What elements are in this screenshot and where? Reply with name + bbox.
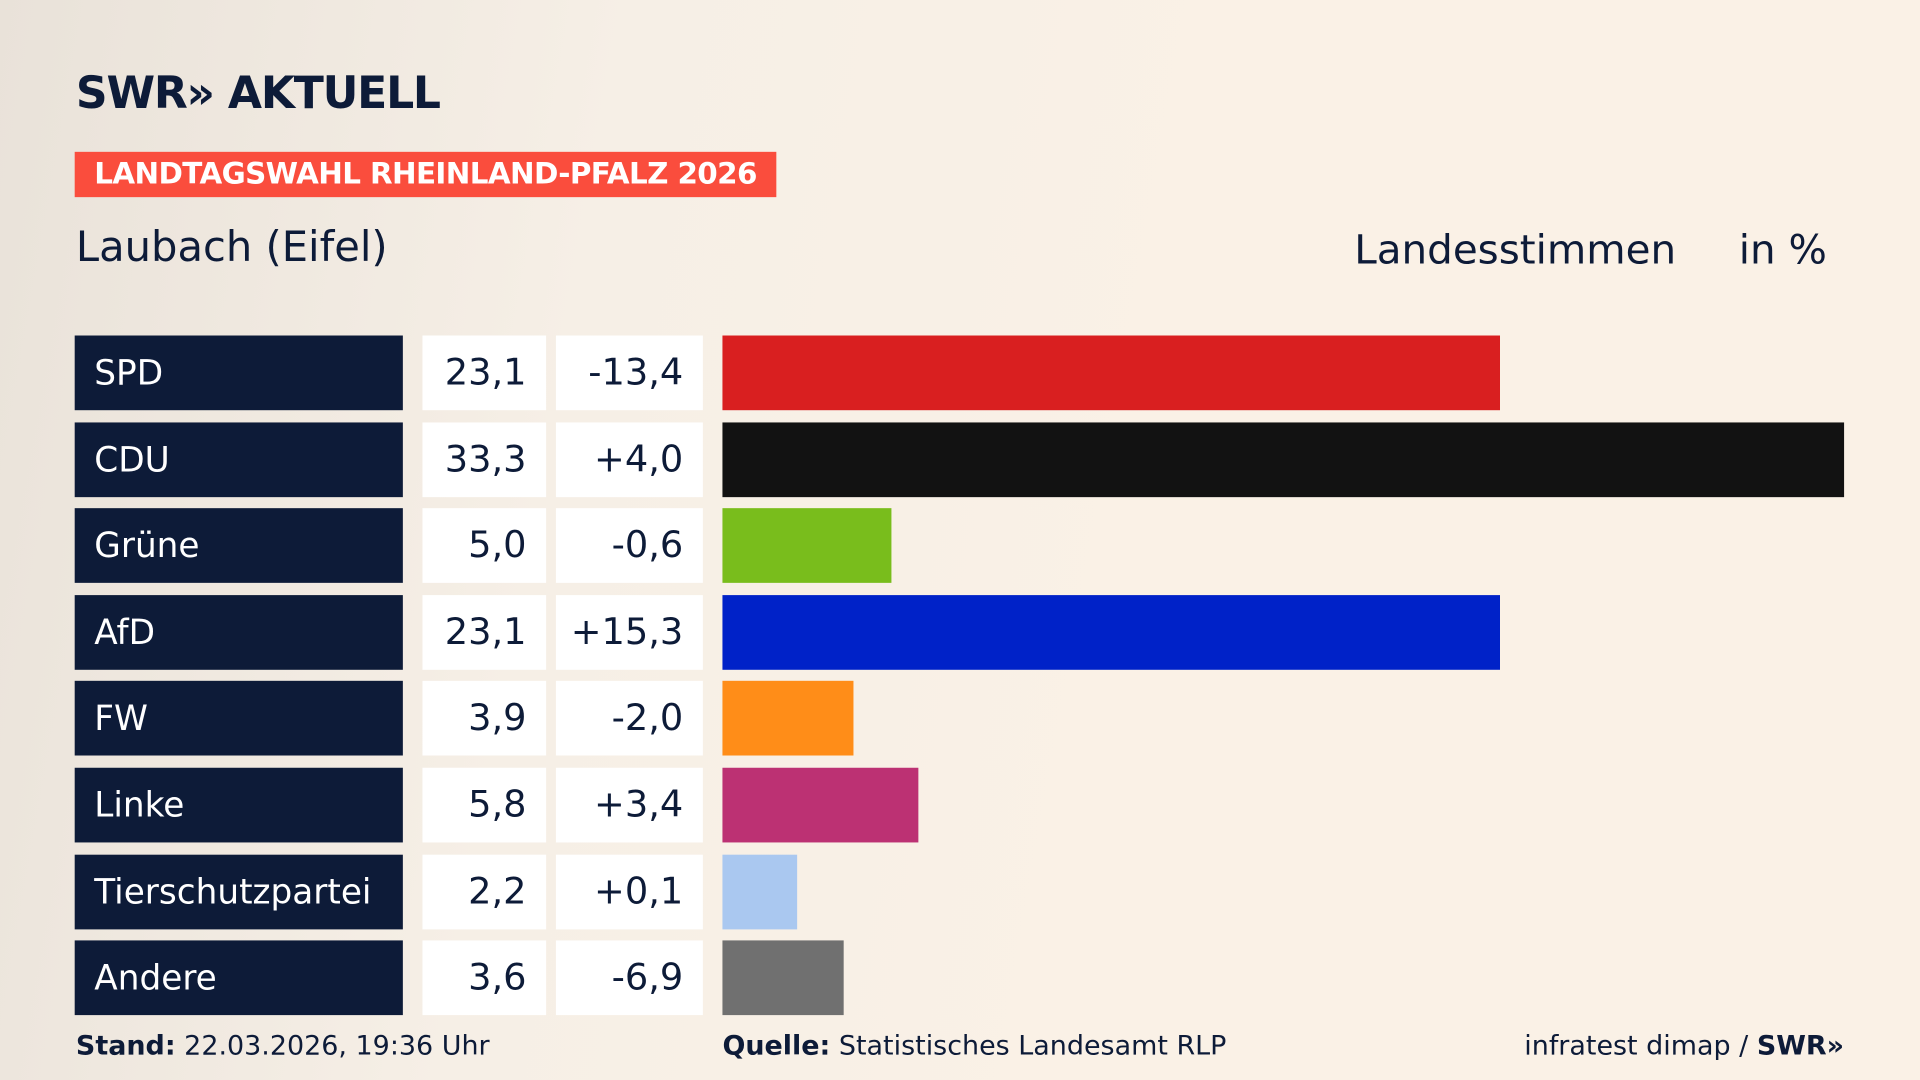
source-value: Statistisches Landesamt RLP	[830, 1031, 1227, 1062]
change-label: +15,3	[555, 594, 703, 670]
election-tag: LANDTAGSWAHL RHEINLAND-PFALZ 2026	[74, 151, 777, 198]
party-label: Andere	[74, 940, 403, 1016]
change-label: +0,1	[555, 854, 703, 929]
party-label: Tierschutzpartei	[74, 854, 403, 929]
bar	[722, 594, 1501, 670]
change-label: -6,9	[555, 940, 703, 1016]
change-label: +3,4	[555, 767, 703, 843]
value-label: 23,1	[422, 335, 547, 411]
party-label: Grüne	[74, 508, 403, 584]
bar	[722, 767, 918, 843]
bar	[722, 854, 797, 929]
stand: Stand: 22.03.2026, 19:36 Uhr	[76, 1031, 490, 1062]
value-label: 2,2	[422, 854, 547, 929]
stand-label: Stand:	[75, 1031, 176, 1062]
value-label: 3,6	[422, 940, 547, 1016]
place-title: Laubach (Eifel)	[75, 222, 388, 272]
stand-value: 22.03.2026, 19:36 Uhr	[175, 1031, 490, 1062]
bar	[722, 681, 854, 756]
change-label: -0,6	[555, 508, 703, 584]
change-label: -2,0	[555, 681, 703, 756]
metric-label: Landesstimmen	[1354, 225, 1677, 274]
swr-aktuell-logo: SWR» AKTUELL	[75, 68, 441, 119]
value-label: 3,9	[422, 681, 547, 756]
party-label: Linke	[74, 767, 403, 843]
change-label: +4,0	[555, 421, 703, 497]
source: Quelle: Statistisches Landesamt RLP	[722, 1031, 1226, 1062]
bar	[722, 421, 1845, 497]
party-label: AfD	[74, 594, 403, 670]
change-label: -13,4	[555, 335, 703, 411]
bar	[722, 335, 1501, 411]
credit-text: infratest dimap /	[1524, 1031, 1757, 1062]
bar	[722, 940, 844, 1016]
value-label: 5,0	[422, 508, 547, 584]
value-label: 5,8	[422, 767, 547, 843]
value-label: 23,1	[422, 594, 547, 670]
swr-logo: SWR»	[1756, 1031, 1845, 1062]
unit-label: in %	[1738, 225, 1827, 274]
party-label: SPD	[74, 335, 403, 411]
credit: infratest dimap / SWR»	[1524, 1031, 1844, 1062]
value-label: 33,3	[422, 421, 547, 497]
bar	[722, 508, 891, 584]
source-label: Quelle:	[722, 1031, 831, 1062]
party-label: FW	[74, 681, 403, 756]
party-label: CDU	[74, 421, 403, 497]
